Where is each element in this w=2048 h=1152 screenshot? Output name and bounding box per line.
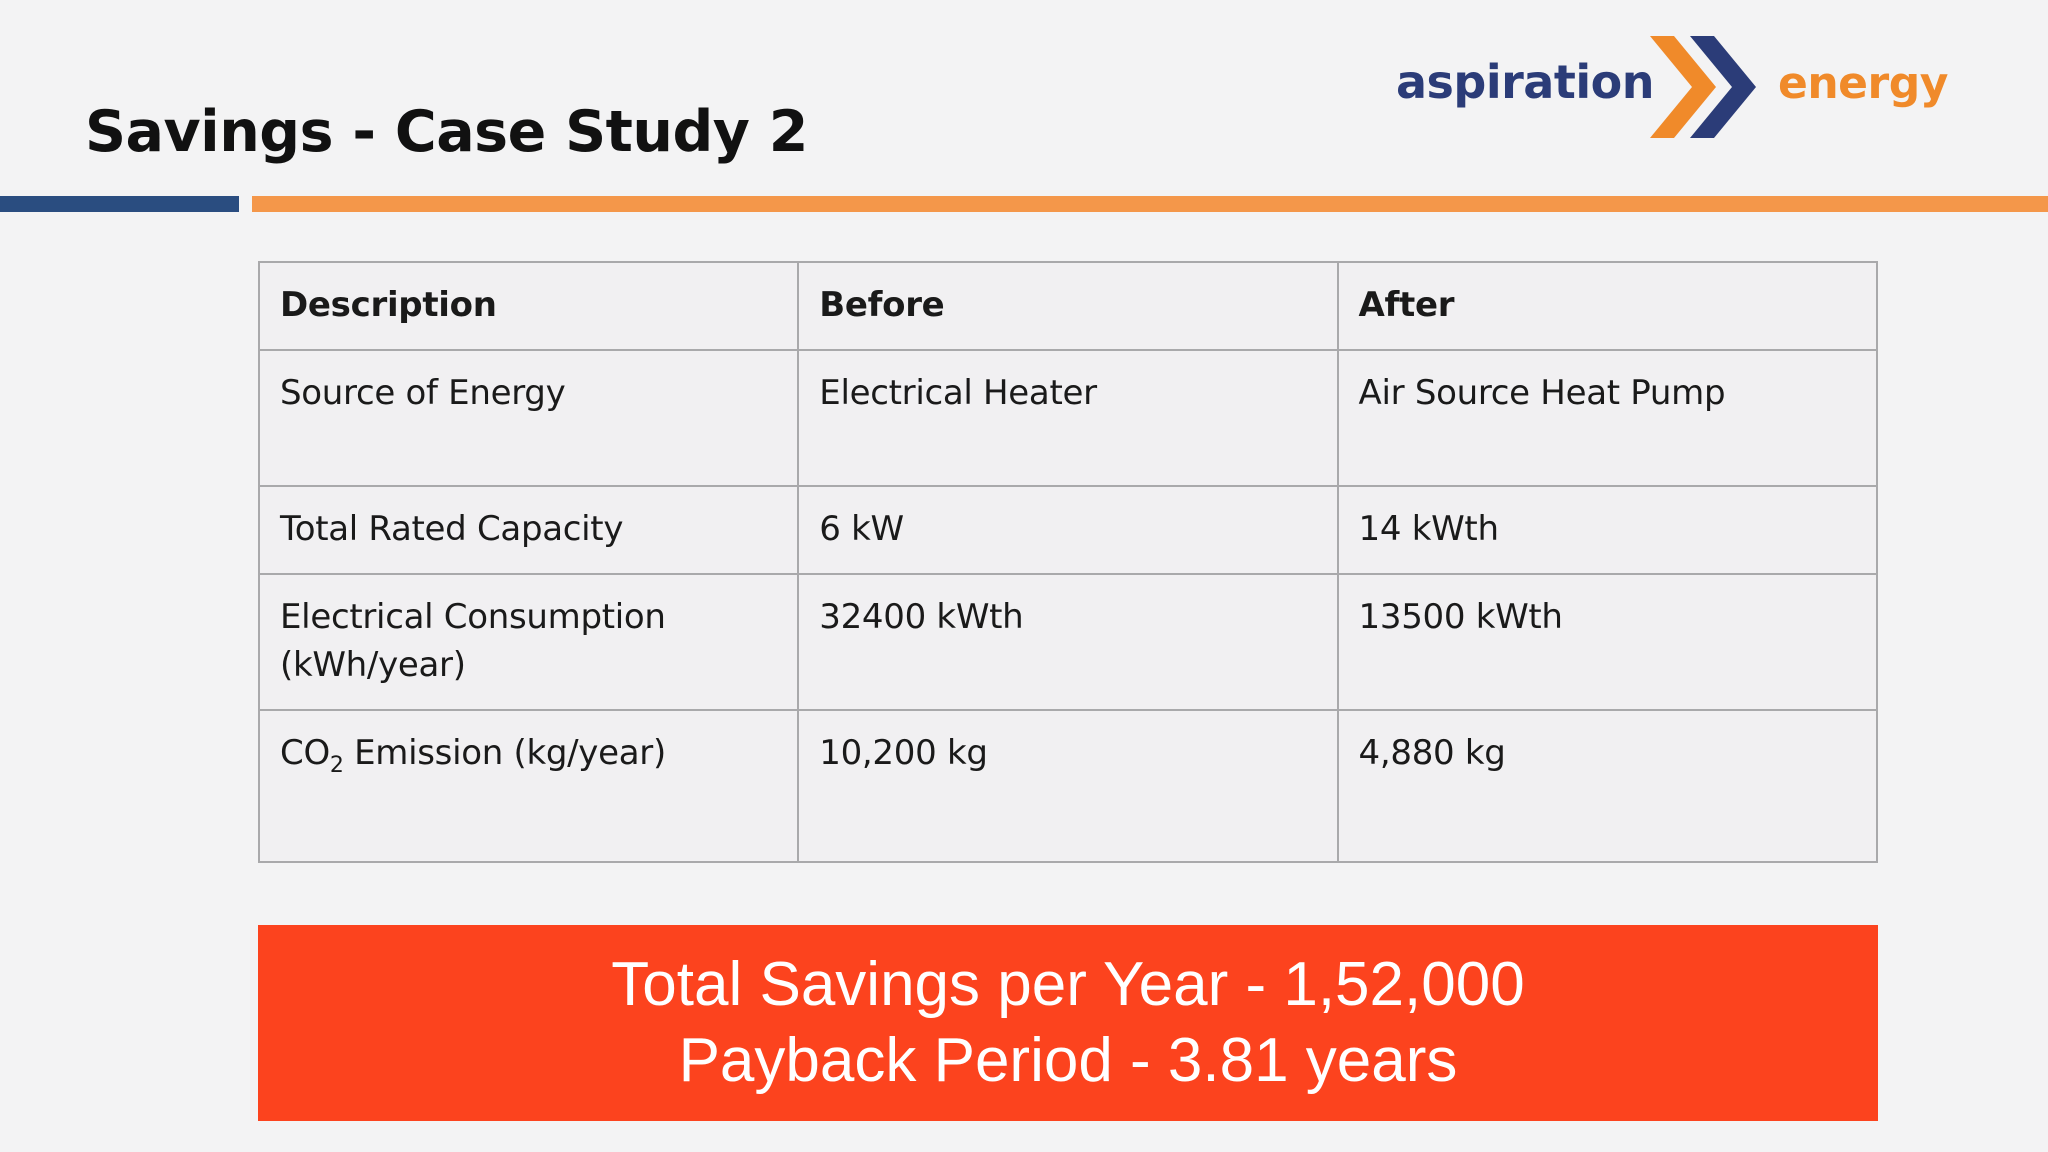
cell-description: Source of Energy: [257, 349, 800, 487]
cell-after: Air Source Heat Pump: [1336, 349, 1879, 487]
cell-after: 13500 kWth: [1336, 573, 1879, 711]
table-row: Source of Energy Electrical Heater Air S…: [257, 349, 1879, 487]
co2-subscript: 2: [329, 753, 344, 778]
payback-period-text: Payback Period - 3.81 years: [678, 1026, 1458, 1095]
table-row: Electrical Consumption (kWh/year) 32400 …: [257, 573, 1879, 711]
header-before: Before: [797, 261, 1339, 351]
co2-suffix: Emission (kg/year): [343, 733, 666, 773]
cell-before: 10,200 kg: [797, 709, 1339, 863]
table-row: CO2 Emission (kg/year) 10,200 kg 4,880 k…: [257, 709, 1879, 863]
co2-prefix: CO: [280, 733, 330, 773]
cell-description: Electrical Consumption (kWh/year): [257, 573, 800, 711]
cell-before: 6 kW: [797, 485, 1339, 575]
cell-before: 32400 kWth: [797, 573, 1339, 711]
aspiration-energy-logo: aspiration energy: [1396, 34, 1956, 144]
double-chevron-icon: [1650, 36, 1756, 138]
cell-after: 4,880 kg: [1336, 709, 1879, 863]
cell-description: CO2 Emission (kg/year): [257, 709, 800, 863]
title-rule-blue: [0, 196, 239, 212]
cell-description: Total Rated Capacity: [257, 485, 800, 575]
total-savings-text: Total Savings per Year - 1,52,000: [611, 950, 1525, 1019]
table-header-row: Description Before After: [257, 261, 1879, 351]
logo-chevron-navy: [1690, 36, 1756, 138]
logo-chevron-orange: [1650, 36, 1716, 138]
savings-summary-box: Total Savings per Year - 1,52,000 Paybac…: [258, 925, 1878, 1121]
header-after: After: [1336, 261, 1879, 351]
header-description: Description: [257, 261, 800, 351]
comparison-table: Description Before After Source of Energ…: [257, 261, 1879, 863]
slide-title: Savings - Case Study 2: [85, 99, 808, 165]
logo-word-energy: energy: [1778, 58, 1948, 109]
logo-word-aspiration: aspiration: [1396, 55, 1654, 109]
title-rule-orange: [252, 196, 2048, 212]
cell-before: Electrical Heater: [797, 349, 1339, 487]
table-row: Total Rated Capacity 6 kW 14 kWth: [257, 485, 1879, 575]
cell-after: 14 kWth: [1336, 485, 1879, 575]
